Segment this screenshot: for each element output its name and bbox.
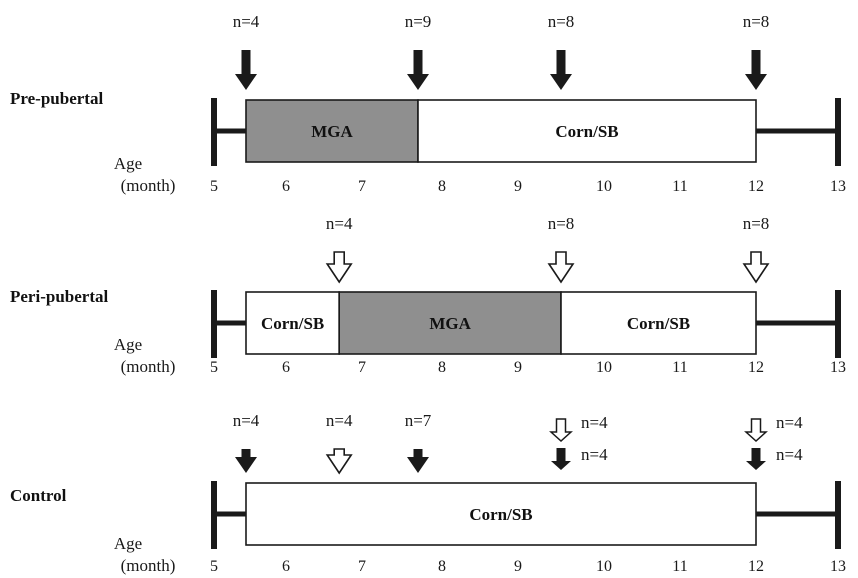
age-label: Age — [114, 335, 142, 354]
filled-arrow-pre-1 — [407, 50, 429, 90]
tick-label-7: 7 — [358, 359, 366, 376]
tick-label-5: 5 — [210, 359, 218, 376]
segment-label-control-0: Corn/SB — [469, 505, 532, 524]
segment-corn-peri-2 — [560, 291, 757, 355]
tick-label-8: 8 — [438, 558, 446, 575]
n-label-filled-control-3: n=4 — [581, 445, 608, 464]
segment-corn-pre-1 — [417, 99, 757, 163]
segment-label-pre-0: MGA — [311, 122, 353, 141]
group-label-pre: Pre-pubertal — [10, 89, 103, 108]
tick-label-7: 7 — [358, 178, 366, 195]
open-arrow-small-control-3 — [549, 418, 573, 443]
segment-label-peri-1: MGA — [429, 314, 471, 333]
open-arrow-small-control-4 — [744, 418, 768, 443]
filled-arrow-small-control-3 — [551, 448, 571, 470]
tick-label-12: 12 — [748, 178, 764, 195]
tick-label-6: 6 — [282, 558, 290, 575]
tick-label-7: 7 — [358, 558, 366, 575]
tick-label-12: 12 — [748, 558, 764, 575]
filled-arrow-small-control-4 — [746, 448, 766, 470]
filled-arrow-pre-2 — [550, 50, 572, 90]
n-label-control-0: n=4 — [233, 411, 260, 430]
n-label-pre-2: n=8 — [548, 12, 575, 31]
n-label-open-control-3: n=4 — [581, 413, 608, 432]
tick-label-5: 5 — [210, 558, 218, 575]
n-label-control-2: n=7 — [405, 411, 432, 430]
tick-label-8: 8 — [438, 178, 446, 195]
tick-label-9: 9 — [514, 359, 522, 376]
open-arrow-peri-2 — [742, 251, 770, 284]
filled-arrow-control-2 — [407, 449, 429, 473]
tick-label-13: 13 — [830, 558, 846, 575]
filled-arrow-control-0 — [235, 449, 257, 473]
tick-label-5: 5 — [210, 178, 218, 195]
segment-label-peri-0: Corn/SB — [261, 314, 324, 333]
open-arrow-peri-0 — [325, 251, 353, 284]
open-arrow-peri-1 — [547, 251, 575, 284]
tick-label-12: 12 — [748, 359, 764, 376]
tick-label-6: 6 — [282, 178, 290, 195]
tick-label-9: 9 — [514, 178, 522, 195]
tick-label-11: 11 — [672, 178, 687, 195]
n-label-peri-1: n=8 — [548, 214, 575, 233]
segment-label-pre-1: Corn/SB — [555, 122, 618, 141]
n-label-pre-3: n=8 — [743, 12, 770, 31]
n-label-peri-2: n=8 — [743, 214, 770, 233]
tick-label-9: 9 — [514, 558, 522, 575]
open-arrow-control-1 — [325, 448, 353, 475]
n-label-filled-control-4: n=4 — [776, 445, 803, 464]
tick-label-10: 10 — [596, 558, 612, 575]
tick-label-13: 13 — [830, 359, 846, 376]
n-label-open-control-4: n=4 — [776, 413, 803, 432]
group-label-peri: Peri-pubertal — [10, 287, 108, 306]
age-unit-label: (month) — [121, 176, 176, 195]
n-label-pre-1: n=9 — [405, 12, 432, 31]
n-label-control-1: n=4 — [326, 411, 353, 430]
tick-label-10: 10 — [596, 178, 612, 195]
tick-label-13: 13 — [830, 178, 846, 195]
segment-corn-control-0 — [245, 482, 757, 546]
filled-arrow-pre-0 — [235, 50, 257, 90]
n-label-pre-0: n=4 — [233, 12, 260, 31]
tick-label-11: 11 — [672, 558, 687, 575]
age-unit-label: (month) — [121, 357, 176, 376]
age-label: Age — [114, 154, 142, 173]
age-label: Age — [114, 534, 142, 553]
tick-label-11: 11 — [672, 359, 687, 376]
tick-label-8: 8 — [438, 359, 446, 376]
segment-label-peri-2: Corn/SB — [627, 314, 690, 333]
age-unit-label: (month) — [121, 556, 176, 575]
tick-label-10: 10 — [596, 359, 612, 376]
segment-mga-pre-0 — [245, 99, 419, 163]
tick-label-6: 6 — [282, 359, 290, 376]
filled-arrow-pre-3 — [745, 50, 767, 90]
group-label-control: Control — [10, 486, 67, 505]
n-label-peri-0: n=4 — [326, 214, 353, 233]
